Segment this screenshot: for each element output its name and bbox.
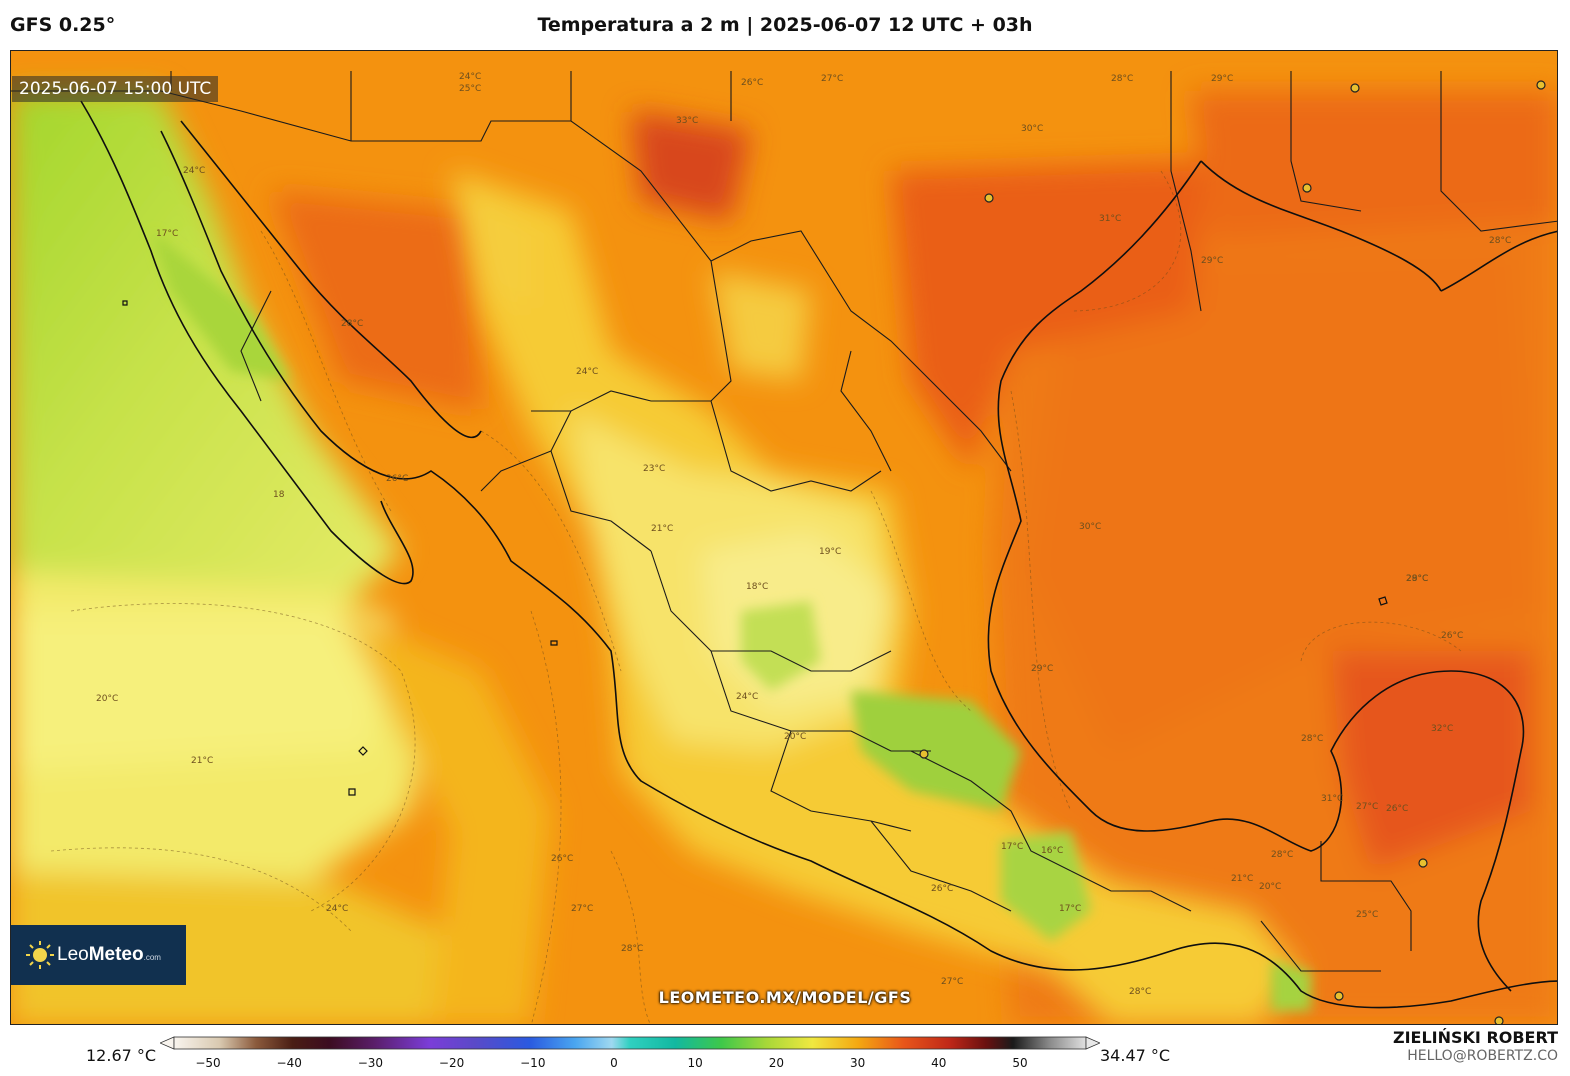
contour-label: 26°C (1441, 631, 1463, 641)
contour-label: 26°C (1386, 804, 1408, 814)
contour-label: 26°C (551, 854, 573, 864)
colorbar-tick: 0 (610, 1056, 618, 1070)
contour-label: 33°C (676, 116, 698, 126)
contour-label: 16°C (1041, 846, 1063, 856)
contour-label: 23°C (643, 464, 665, 474)
contour-label: 17°C (1001, 842, 1023, 852)
contour-label: 21°C (191, 756, 213, 766)
contour-label: 24°C (183, 166, 205, 176)
contour-label: 29°C (1031, 664, 1053, 674)
contour-label: 26°C (386, 474, 408, 484)
contour-label: 20°C (784, 732, 806, 742)
contour-label: 17°C (1059, 904, 1081, 914)
model-url-watermark: LEOMETEO.MX/MODEL/GFS (658, 988, 912, 1007)
colorbar-tick: 20 (769, 1056, 784, 1070)
colorbar-tick: 10 (688, 1056, 703, 1070)
contour-label: 27°C (1356, 802, 1378, 812)
contour-label: 29°C (1406, 574, 1428, 584)
leometeo-logo[interactable]: LeoMeteo.com (11, 925, 186, 985)
contour-label: 20°C (1259, 882, 1281, 892)
contour-label: 18°C (746, 582, 768, 592)
contour-label: 20°C (96, 694, 118, 704)
colorbar-tick: 40 (931, 1056, 946, 1070)
author-name: ZIELIŃSKI ROBERT (1392, 1028, 1558, 1047)
contour-label: 31°C (1099, 214, 1121, 224)
temperature-field: 24°C 25°C 26°C 27°C 28°C 29°C 30°C 31°C … (11, 51, 1557, 1024)
contour-label: 21°C (1231, 874, 1253, 884)
contour-label: 24°C (459, 72, 481, 82)
contour-label: 30°C (1079, 522, 1101, 532)
contour-label: 28°C (1489, 236, 1511, 246)
contour-label: 24°C (326, 904, 348, 914)
author-credit: ZIELIŃSKI ROBERT HELLO@ROBERTZ.CO (1393, 1028, 1558, 1064)
contour-label: 27°C (571, 904, 593, 914)
colorbar-tick: −30 (358, 1056, 383, 1070)
contour-label: 24°C (576, 367, 598, 377)
contour-label: 28°C (1301, 734, 1323, 744)
valid-time-badge: 2025-06-07 15:00 UTC (12, 76, 219, 102)
colorbar-tick: −40 (277, 1056, 302, 1070)
colorbar-max-label: 34.47 °C (1100, 1046, 1171, 1065)
contour-label: 25°C (1356, 910, 1378, 920)
contour-label: 30°C (1021, 124, 1043, 134)
colorbar-tick: −20 (439, 1056, 464, 1070)
contour-label: 29°C (1211, 74, 1233, 84)
colorbar-min-label: 12.67 °C (86, 1046, 157, 1065)
temperature-colorbar: −50 −40 −30 −20 −10 0 10 20 30 40 50 (160, 1036, 1100, 1070)
contour-label: 18 (273, 490, 285, 500)
contour-label: 26°C (741, 78, 763, 88)
logo-text: LeoMeteo.com (57, 944, 161, 965)
contour-label: 28°C (341, 319, 363, 329)
colorbar-tick: −50 (195, 1056, 220, 1070)
temperature-map[interactable]: 24°C 25°C 26°C 27°C 28°C 29°C 30°C 31°C … (10, 50, 1558, 1025)
contour-label: 19°C (819, 547, 841, 557)
contour-label: 27°C (821, 74, 843, 84)
contour-label: 21°C (651, 524, 673, 534)
contour-label: 28°C (1271, 850, 1293, 860)
sun-icon (26, 941, 54, 969)
colorbar-tick: 30 (850, 1056, 865, 1070)
contour-label: 25°C (459, 84, 481, 94)
colorbar-tick: 50 (1012, 1056, 1027, 1070)
map-title: Temperatura a 2 m | 2025-06-07 12 UTC + … (537, 14, 1033, 36)
colorbar-tick: −10 (520, 1056, 545, 1070)
contour-label: 24°C (736, 692, 758, 702)
contour-label: 26°C (931, 884, 953, 894)
author-email[interactable]: HELLO@ROBERTZ.CO (1407, 1048, 1558, 1064)
contour-label: 32°C (1431, 724, 1453, 734)
model-label: GFS 0.25° (10, 14, 116, 36)
contour-label: 28°C (1406, 574, 1428, 584)
contour-label: 27°C (941, 977, 963, 987)
contour-label: 28°C (1111, 74, 1133, 84)
contour-label: 28°C (621, 944, 643, 954)
contour-label: 29°C (1201, 256, 1223, 266)
contour-label: 28°C (1129, 987, 1151, 997)
contour-label: 17°C (156, 229, 178, 239)
contour-label: 31°C (1321, 794, 1343, 804)
